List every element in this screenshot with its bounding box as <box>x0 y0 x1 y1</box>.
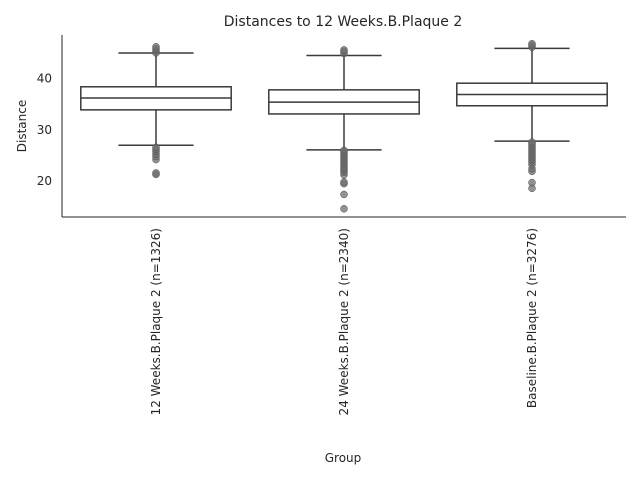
outlier-point <box>340 190 348 199</box>
outlier-point <box>340 205 348 213</box>
outlier-point <box>528 39 536 48</box>
box-group <box>268 46 420 213</box>
outlier-point <box>528 138 536 146</box>
box-group <box>80 43 232 179</box>
outlier-point <box>340 46 348 54</box>
x-axis-ticks: 12 Weeks.B.Plaque 2 (n=1326) 24 Weeks.B.P… <box>149 228 539 415</box>
chart-title: Distances to 12 Weeks.B.Plaque 2 <box>224 14 463 30</box>
outlier-point <box>152 143 160 152</box>
outlier-point <box>152 43 160 51</box>
x-tick-label: 12 Weeks.B.Plaque 2 (n=1326) <box>149 228 163 415</box>
y-tick-label: 30 <box>37 123 52 137</box>
y-axis-ticks: 20 30 40 <box>37 72 52 189</box>
y-tick-label: 20 <box>37 174 52 188</box>
x-axis-label: Group <box>325 451 362 465</box>
y-tick-label: 40 <box>37 72 52 86</box>
outlier-point <box>340 146 348 155</box>
x-tick-label: 24 Weeks.B.Plaque 2 (n=2340) <box>337 228 351 415</box>
box-group <box>456 39 608 193</box>
outlier-point <box>152 169 160 177</box>
y-axis-label: Distance <box>15 100 29 152</box>
box-series <box>80 39 608 213</box>
x-tick-label: Baseline.B.Plaque 2 (n=3276) <box>525 228 539 408</box>
plot-area: 20 30 40 12 Weeks.B.Plaque 2 (n=1326) 24 We… <box>37 35 626 415</box>
outlier-point <box>528 178 536 187</box>
outlier-point <box>340 178 348 186</box>
